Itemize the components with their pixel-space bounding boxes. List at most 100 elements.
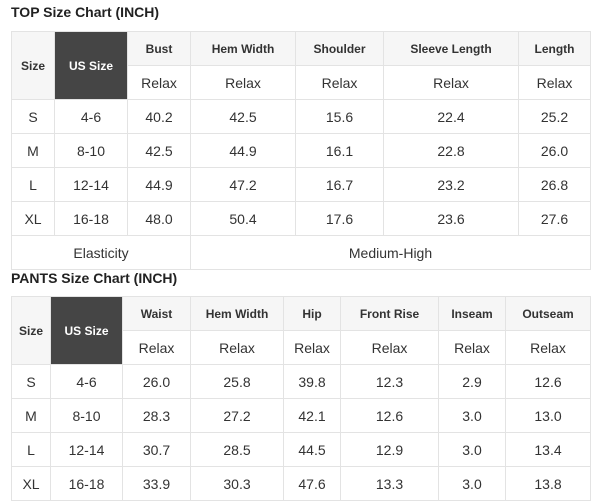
header-row: Size US Size Bust Hem Width Shoulder Sleeve L…	[11, 31, 591, 100]
table-row: M 8-10 28.3 27.2 42.1 12.6 3.0 13.0	[11, 398, 591, 433]
measurement-cell: 26.0	[518, 133, 591, 168]
measurement-cell: 13.0	[505, 398, 591, 433]
measurement-cell: 2.9	[438, 364, 506, 399]
us-size-cell: 8-10	[54, 133, 128, 168]
measurement-cell: 12.6	[505, 364, 591, 399]
size-header: Size	[11, 31, 55, 100]
measurement-cell: 16.1	[295, 133, 384, 168]
column-header: Hip	[283, 296, 341, 331]
fit-subheader: Relax	[122, 330, 191, 365]
measurement-cell: 48.0	[127, 201, 191, 236]
table-row: S 4-6 26.0 25.8 39.8 12.3 2.9 12.6	[11, 364, 591, 399]
measurement-cell: 47.6	[283, 466, 341, 501]
measurement-cell: 23.2	[383, 167, 519, 202]
fit-subheader: Relax	[190, 330, 284, 365]
table-row: S 4-6 40.2 42.5 15.6 22.4 25.2	[11, 99, 591, 134]
measurement-cell: 30.7	[122, 432, 191, 467]
measurement-cell: 3.0	[438, 432, 506, 467]
us-size-cell: 16-18	[50, 466, 123, 501]
measurement-cell: 28.3	[122, 398, 191, 433]
measurement-cell: 30.3	[190, 466, 284, 501]
column-header: Bust	[127, 31, 191, 66]
measurement-cell: 15.6	[295, 99, 384, 134]
fit-subheader: Relax	[295, 65, 384, 100]
table-row: XL 16-18 33.9 30.3 47.6 13.3 3.0 13.8	[11, 466, 591, 501]
fit-subheader: Relax	[438, 330, 506, 365]
subheader-row: Relax Relax Relax Relax Relax Relax	[12, 330, 591, 365]
measurement-cell: 28.5	[190, 432, 284, 467]
table-row: L 12-14 30.7 28.5 44.5 12.9 3.0 13.4	[11, 432, 591, 467]
pants-size-table: Size US Size Waist Hem Width Hip Front Rise In…	[11, 296, 591, 501]
column-header: Length	[518, 31, 591, 66]
measurement-cell: 3.0	[438, 466, 506, 501]
measurement-cell: 23.6	[383, 201, 519, 236]
table-row: M 8-10 42.5 44.9 16.1 22.8 26.0	[11, 133, 591, 168]
table-row: L 12-14 44.9 47.2 16.7 23.2 26.8	[11, 167, 591, 202]
column-header: Hem Width	[190, 31, 296, 66]
size-cell: S	[11, 99, 55, 134]
top-size-table: Size US Size Bust Hem Width Shoulder Sleeve L…	[11, 31, 591, 270]
measurement-cell: 50.4	[190, 201, 296, 236]
measurement-cell: 42.1	[283, 398, 341, 433]
elasticity-label: Elasticity	[11, 235, 191, 270]
us-size-header: US Size	[50, 296, 123, 365]
fit-subheader: Relax	[518, 65, 591, 100]
measurement-cell: 22.4	[383, 99, 519, 134]
measurement-cell: 12.9	[340, 432, 439, 467]
size-header: Size	[11, 296, 51, 365]
us-size-cell: 16-18	[54, 201, 128, 236]
size-cell: L	[11, 432, 51, 467]
us-size-cell: 4-6	[50, 364, 123, 399]
column-header: Sleeve Length	[383, 31, 519, 66]
column-header: Front Rise	[340, 296, 439, 331]
us-size-cell: 8-10	[50, 398, 123, 433]
us-size-cell: 4-6	[54, 99, 128, 134]
fit-subheader: Relax	[505, 330, 591, 365]
measurement-cell: 13.8	[505, 466, 591, 501]
measurement-cell: 22.8	[383, 133, 519, 168]
measurement-cell: 47.2	[190, 167, 296, 202]
measurement-cell: 44.9	[190, 133, 296, 168]
measurement-cell: 13.4	[505, 432, 591, 467]
measurement-cell: 27.6	[518, 201, 591, 236]
size-cell: XL	[11, 466, 51, 501]
measurement-cell: 42.5	[190, 99, 296, 134]
fit-subheader: Relax	[190, 65, 296, 100]
pants-chart-title: PANTS Size Chart (INCH)	[11, 270, 178, 286]
subheader-row: Relax Relax Relax Relax Relax	[12, 65, 591, 100]
fit-subheader: Relax	[340, 330, 439, 365]
measurement-cell: 44.9	[127, 167, 191, 202]
table-row: XL 16-18 48.0 50.4 17.6 23.6 27.6	[11, 201, 591, 236]
size-cell: S	[11, 364, 51, 399]
size-cell: L	[11, 167, 55, 202]
column-header: Waist	[122, 296, 191, 331]
measurement-cell: 26.0	[122, 364, 191, 399]
measurement-cell: 39.8	[283, 364, 341, 399]
header-row: Size US Size Waist Hem Width Hip Front Rise In…	[11, 296, 591, 365]
size-cell: M	[11, 133, 55, 168]
measurement-cell: 27.2	[190, 398, 284, 433]
column-header: Inseam	[438, 296, 506, 331]
measurement-cell: 25.8	[190, 364, 284, 399]
size-cell: XL	[11, 201, 55, 236]
measurement-cell: 12.3	[340, 364, 439, 399]
measurement-cell: 33.9	[122, 466, 191, 501]
measurement-cell: 13.3	[340, 466, 439, 501]
fit-subheader: Relax	[283, 330, 341, 365]
measurement-cell: 17.6	[295, 201, 384, 236]
elasticity-row: Elasticity Medium-High	[11, 235, 591, 270]
column-header: Hem Width	[190, 296, 284, 331]
measurement-cell: 3.0	[438, 398, 506, 433]
us-size-cell: 12-14	[54, 167, 128, 202]
measurement-cell: 12.6	[340, 398, 439, 433]
measurement-cell: 25.2	[518, 99, 591, 134]
elasticity-value: Medium-High	[190, 235, 591, 270]
us-size-cell: 12-14	[50, 432, 123, 467]
column-header: Shoulder	[295, 31, 384, 66]
top-chart-title: TOP Size Chart (INCH)	[11, 4, 160, 20]
measurement-cell: 42.5	[127, 133, 191, 168]
size-cell: M	[11, 398, 51, 433]
fit-subheader: Relax	[127, 65, 191, 100]
us-size-header: US Size	[54, 31, 128, 100]
measurement-cell: 16.7	[295, 167, 384, 202]
